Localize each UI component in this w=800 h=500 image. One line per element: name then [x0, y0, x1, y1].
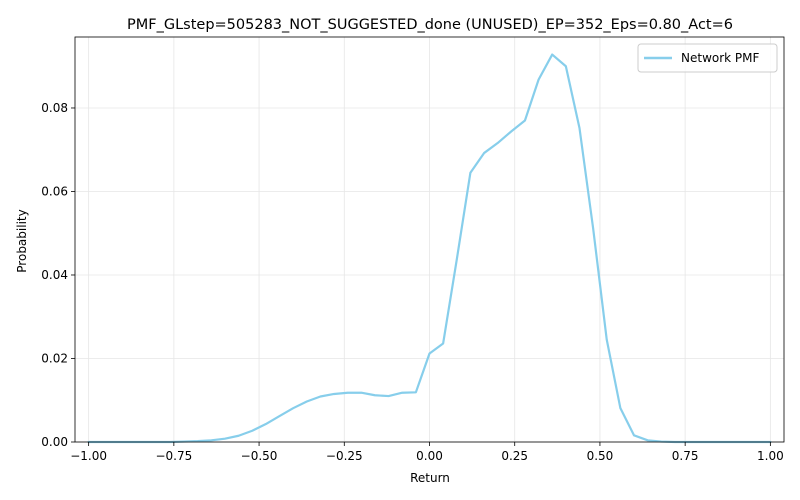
- series-layer: [87, 53, 772, 444]
- y-tick-label: 0.00: [41, 435, 68, 449]
- series-line-network-pmf: [87, 53, 772, 444]
- x-tick-label: 0.00: [416, 449, 443, 463]
- x-tick-label: 0.50: [587, 449, 614, 463]
- y-tick-label: 0.08: [41, 101, 68, 115]
- x-tick-label: −1.00: [70, 449, 107, 463]
- x-axis-label: Return: [410, 471, 450, 485]
- y-tick-label: 0.06: [41, 184, 68, 198]
- y-tick-label: 0.02: [41, 351, 68, 365]
- x-tick-label: −0.50: [241, 449, 278, 463]
- y-axis-label: Probability: [15, 209, 29, 272]
- x-tick-label: −0.75: [155, 449, 192, 463]
- legend-label-network-pmf: Network PMF: [681, 51, 760, 65]
- x-tick-label: 1.00: [757, 449, 784, 463]
- x-tick-label: 0.75: [672, 449, 699, 463]
- legend: Network PMF: [637, 43, 778, 73]
- legend-box: [637, 43, 778, 73]
- x-tick-label: 0.25: [501, 449, 528, 463]
- y-axis-ticks: 0.00 0.02 0.04 0.06 0.08: [41, 101, 75, 449]
- chart-title: PMF_GLstep=505283_NOT_SUGGESTED_done (UN…: [127, 17, 733, 33]
- x-axis-ticks: −1.00 −0.75 −0.50 −0.25 0.00 0.25 0.50 0.75 1.00: [70, 442, 784, 463]
- x-tick-label: −0.25: [326, 449, 363, 463]
- y-tick-label: 0.04: [41, 268, 68, 282]
